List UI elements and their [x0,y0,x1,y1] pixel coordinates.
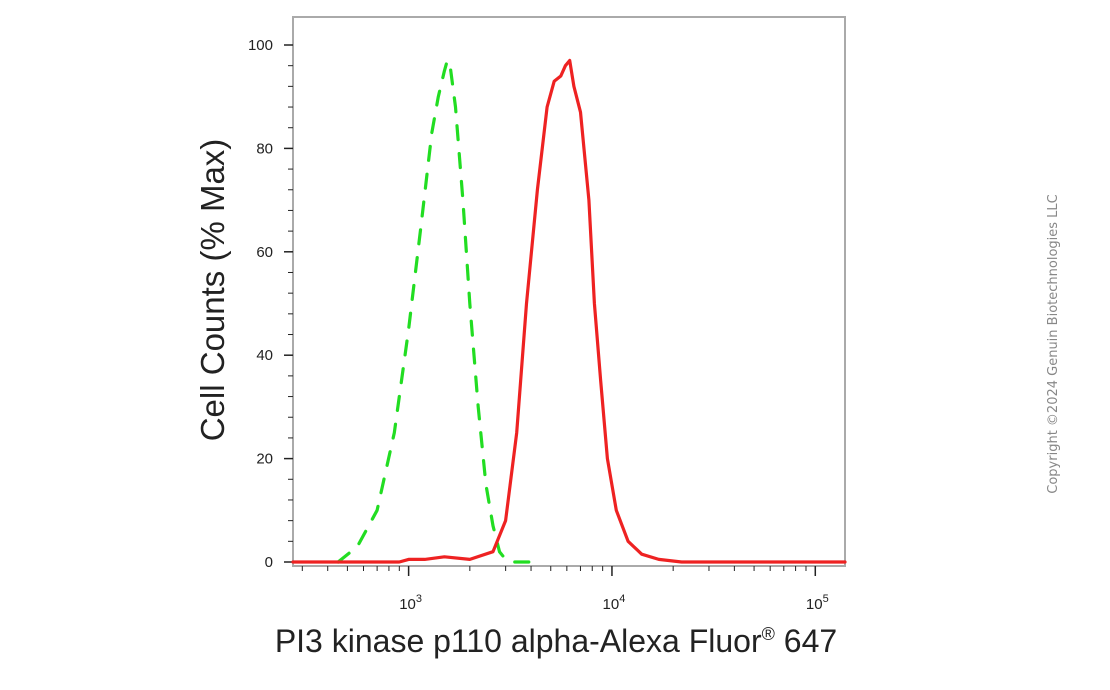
x-tick-label-exponent: 5 [823,593,829,605]
y-tick-label: 80 [256,140,273,157]
x-tick-label-exponent: 4 [619,593,625,605]
plot-frame [292,16,846,567]
x-tick-label: 104 [603,593,626,613]
series-line-solid [291,58,847,564]
x-axis-label-registered: ® [762,624,775,644]
copyright-notice: Copyright ©2024 Genuin Biotechnologies L… [1046,194,1061,493]
series-line-dashed [336,58,544,564]
y-tick-label: 60 [256,244,273,261]
y-tick-label: 40 [256,347,273,364]
x-tick-label: 105 [806,593,829,613]
y-tick-label: 20 [256,451,273,468]
x-tick-label-exponent: 3 [416,593,422,605]
x-axis: 103 104 105 [301,566,829,613]
y-tick-label: 0 [265,554,273,571]
x-tick-label-base: 10 [399,596,416,613]
x-tick-label: 103 [399,593,422,613]
x-axis-label-main: PI3 kinase p110 alpha-Alexa Fluor [275,623,762,659]
series-layer [291,58,847,564]
x-axis-label: PI3 kinase p110 alpha-Alexa Fluor® 647 [275,623,837,659]
x-tick-label-base: 10 [806,596,823,613]
x-axis-label-suffix: 647 [775,623,837,659]
y-axis-label: Cell Counts (% Max) [194,139,231,442]
y-axis: 0 20 40 60 80 100 [248,37,293,571]
x-tick-label-base: 10 [603,596,620,613]
y-tick-label: 100 [248,37,273,54]
